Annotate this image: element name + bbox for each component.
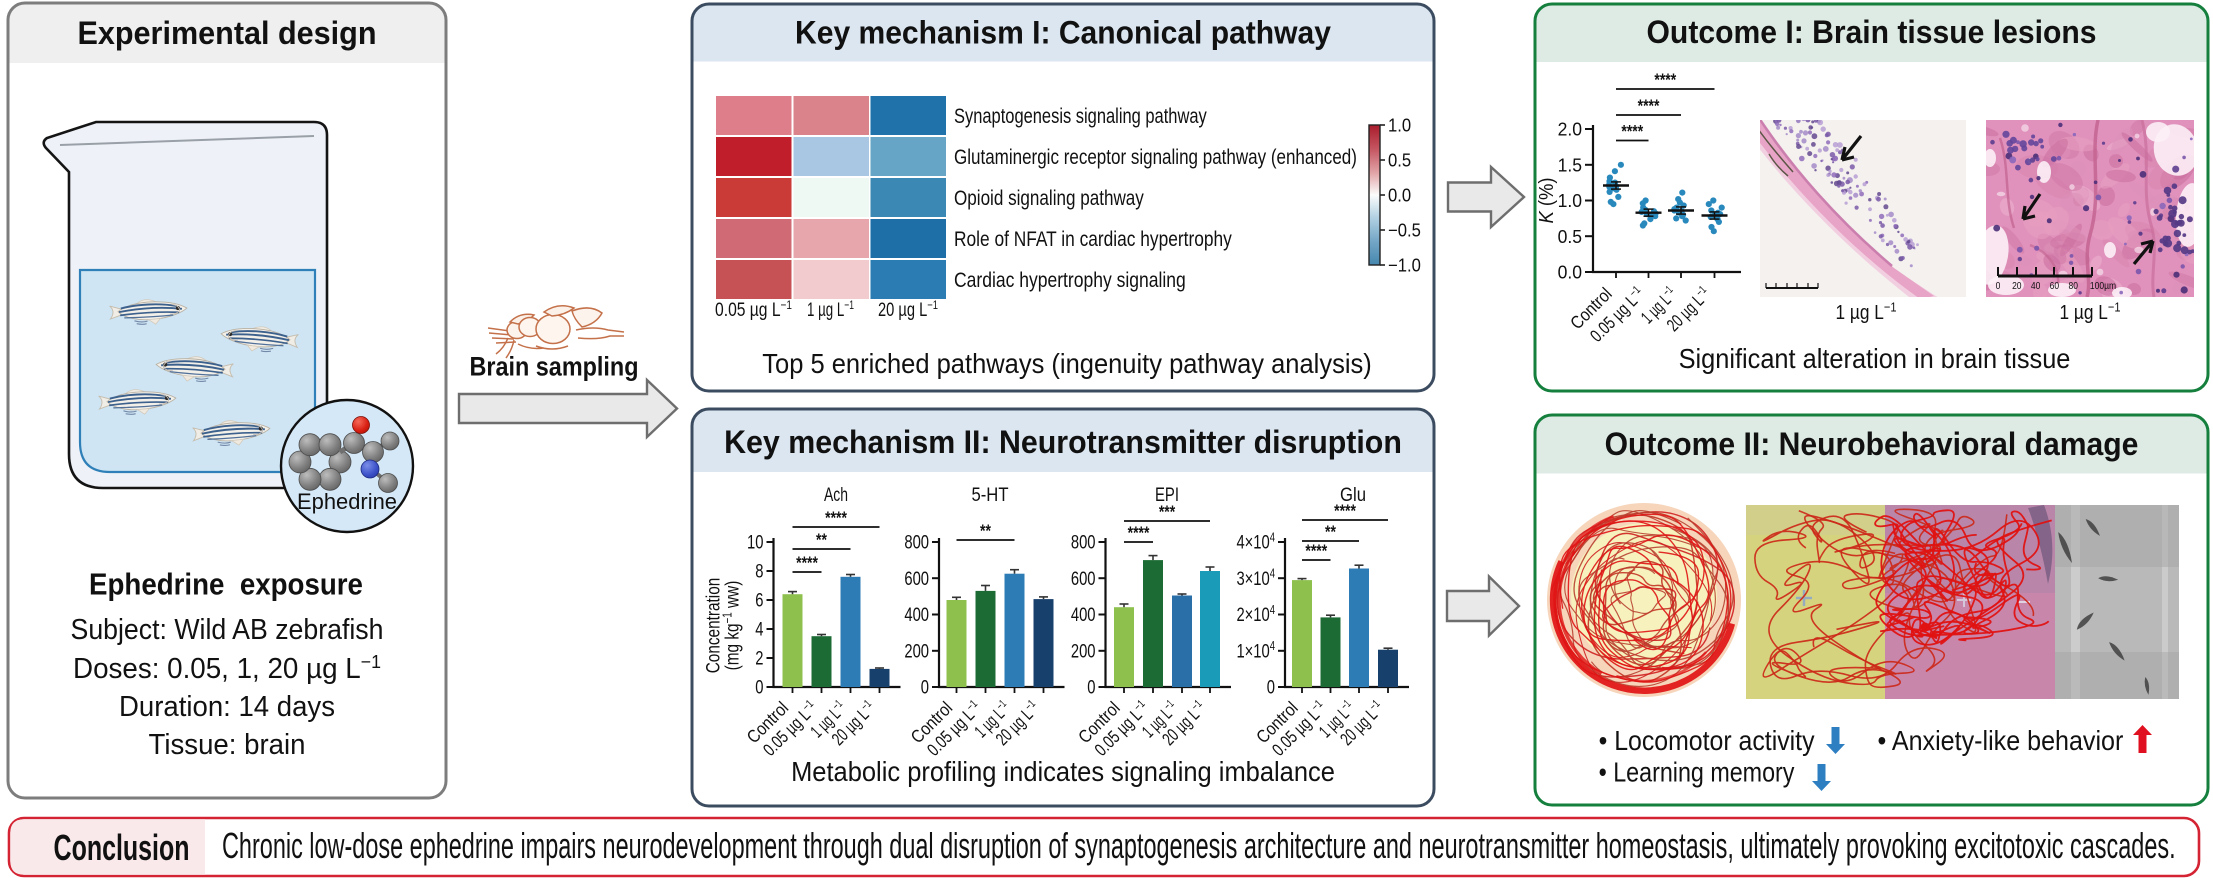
svg-text:K (%): K (%) bbox=[1535, 177, 1558, 223]
svg-text:2: 2 bbox=[755, 646, 763, 669]
svg-text:****: **** bbox=[1305, 542, 1328, 561]
svg-text:600: 600 bbox=[904, 567, 929, 590]
svg-text:−0.5: −0.5 bbox=[1388, 220, 1421, 241]
svg-text:0: 0 bbox=[1996, 280, 2001, 291]
svg-text:0.05 µg L−1: 0.05 µg L−1 bbox=[715, 299, 792, 321]
svg-text:Opioid signaling pathway: Opioid signaling pathway bbox=[954, 187, 1144, 210]
svg-text:0.0: 0.0 bbox=[1558, 262, 1582, 283]
svg-text:1.5: 1.5 bbox=[1558, 155, 1582, 176]
svg-text:2×104: 2×104 bbox=[1236, 603, 1275, 626]
svg-text:****: **** bbox=[796, 554, 819, 573]
svg-text:20 µg L−1: 20 µg L−1 bbox=[878, 299, 938, 320]
svg-text:800: 800 bbox=[904, 530, 929, 553]
svg-text:20: 20 bbox=[2012, 280, 2021, 291]
svg-text:****: **** bbox=[1638, 97, 1661, 116]
svg-text:200: 200 bbox=[1071, 639, 1096, 662]
svg-text:Significant alteration in brai: Significant alteration in brain tissue bbox=[1679, 343, 2071, 374]
svg-text:40: 40 bbox=[2031, 280, 2040, 291]
svg-text:****: **** bbox=[1654, 71, 1677, 90]
svg-text:Glu: Glu bbox=[1340, 483, 1366, 506]
svg-text:Glutaminergic receptor signali: Glutaminergic receptor signaling pathway… bbox=[954, 146, 1357, 169]
svg-text:0: 0 bbox=[1267, 675, 1275, 698]
svg-text:Synaptogenesis signaling pathw: Synaptogenesis signaling pathway bbox=[954, 104, 1207, 127]
svg-text:****: **** bbox=[1621, 123, 1644, 142]
svg-text:Key mechanism II: Neurotransmi: Key mechanism II: Neurotransmitter disru… bbox=[724, 424, 1402, 460]
svg-text:1 µg L−1: 1 µg L−1 bbox=[807, 299, 854, 321]
svg-text:Outcome II: Neurobehavioral da: Outcome II: Neurobehavioral damage bbox=[1605, 426, 2139, 462]
svg-text:Tissue: brain: Tissue: brain bbox=[149, 729, 306, 760]
svg-text:Subject: Wild AB zebrafish: Subject: Wild AB zebrafish bbox=[71, 613, 384, 645]
svg-text:Chronic low-dose ephedrine imp: Chronic low-dose ephedrine impairs neuro… bbox=[222, 826, 2176, 866]
svg-text:0: 0 bbox=[1087, 675, 1095, 698]
svg-text:**: ** bbox=[1325, 523, 1337, 542]
svg-text:Ach: Ach bbox=[824, 484, 848, 506]
svg-text:Duration: 14 days: Duration: 14 days bbox=[119, 691, 335, 722]
svg-text:2.0: 2.0 bbox=[1558, 119, 1582, 140]
svg-text:−1.0: −1.0 bbox=[1388, 255, 1421, 276]
svg-text:EPI: EPI bbox=[1155, 483, 1179, 506]
svg-text:100µm: 100µm bbox=[2090, 280, 2116, 291]
svg-text:Doses: 0.05, 1, 20 µg L−1: Doses: 0.05, 1, 20 µg L−1 bbox=[73, 652, 381, 684]
svg-text:Role of NFAT in cardiac hypert: Role of NFAT in cardiac hypertrophy bbox=[954, 229, 1232, 252]
svg-text:800: 800 bbox=[1071, 530, 1096, 553]
svg-text:**: ** bbox=[816, 531, 828, 550]
svg-text:6: 6 bbox=[755, 588, 763, 611]
svg-text:Key mechanism I: Canonical pat: Key mechanism I: Canonical pathway bbox=[795, 14, 1331, 50]
svg-text:60: 60 bbox=[2050, 280, 2059, 291]
svg-text:5-HT: 5-HT bbox=[971, 483, 1008, 506]
svg-text:Brain sampling: Brain sampling bbox=[469, 352, 638, 382]
svg-text:600: 600 bbox=[1071, 567, 1096, 590]
svg-text:Ephedrine exposure: Ephedrine exposure bbox=[89, 568, 363, 602]
svg-text:0: 0 bbox=[921, 675, 929, 698]
svg-text:****: **** bbox=[1128, 524, 1151, 543]
svg-text:Metabolic profiling indicates: Metabolic profiling indicates signaling … bbox=[791, 756, 1335, 787]
svg-text:**: ** bbox=[980, 522, 992, 541]
svg-text:400: 400 bbox=[1071, 603, 1096, 626]
svg-text:1.0: 1.0 bbox=[1558, 191, 1582, 212]
svg-text:Cardiac hypertrophy signaling: Cardiac hypertrophy signaling bbox=[954, 269, 1186, 293]
svg-text:• Anxiety-like behavior: • Anxiety-like behavior bbox=[1878, 725, 2124, 756]
svg-text:Conclusion: Conclusion bbox=[54, 827, 190, 868]
svg-text:4×104: 4×104 bbox=[1236, 530, 1275, 553]
svg-text:• Learning memory: • Learning memory bbox=[1599, 758, 1795, 788]
svg-text:***: *** bbox=[1159, 503, 1176, 522]
svg-text:****: **** bbox=[1334, 502, 1357, 521]
svg-text:Outcome I: Brain tissue lesion: Outcome I: Brain tissue lesions bbox=[1647, 14, 2097, 50]
svg-text:8: 8 bbox=[755, 559, 763, 582]
svg-text:Concentration: Concentration bbox=[702, 578, 724, 674]
svg-text:400: 400 bbox=[904, 603, 929, 626]
svg-text:0: 0 bbox=[755, 675, 763, 698]
svg-text:1.0: 1.0 bbox=[1388, 115, 1411, 136]
svg-text:4: 4 bbox=[755, 617, 763, 640]
svg-text:0.5: 0.5 bbox=[1388, 150, 1411, 171]
svg-text:10: 10 bbox=[747, 530, 763, 553]
svg-text:Experimental design: Experimental design bbox=[77, 14, 376, 51]
svg-text:(mg kg−1 ww): (mg kg−1 ww) bbox=[721, 581, 743, 671]
svg-text:1×104: 1×104 bbox=[1236, 639, 1275, 662]
svg-text:****: **** bbox=[825, 509, 848, 528]
svg-text:3×104: 3×104 bbox=[1236, 567, 1275, 590]
svg-text:0.5: 0.5 bbox=[1558, 226, 1582, 247]
svg-text:200: 200 bbox=[904, 639, 929, 662]
svg-text:• Locomotor activity: • Locomotor activity bbox=[1599, 725, 1816, 756]
svg-text:Ephedrine: Ephedrine bbox=[297, 489, 397, 514]
svg-text:80: 80 bbox=[2068, 280, 2077, 291]
svg-text:Top 5 enriched pathways (ingen: Top 5 enriched pathways (ingenuity pathw… bbox=[762, 348, 1371, 379]
svg-text:0.0: 0.0 bbox=[1388, 185, 1411, 206]
